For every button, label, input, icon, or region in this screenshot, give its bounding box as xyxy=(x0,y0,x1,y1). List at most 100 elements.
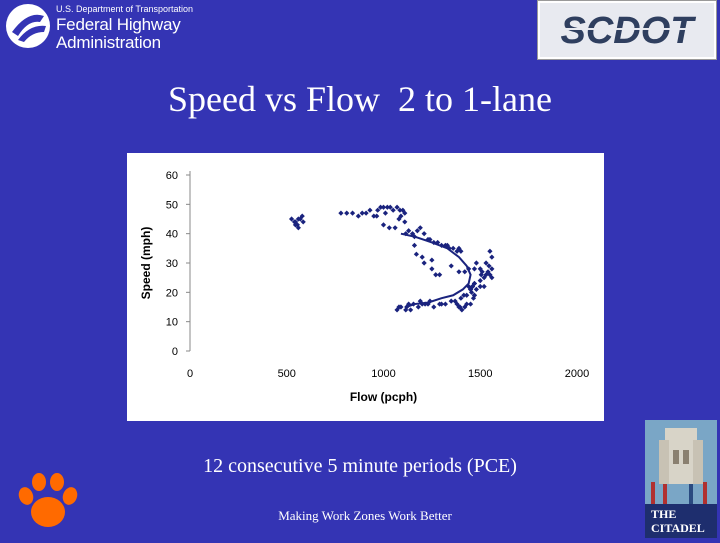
data-point xyxy=(481,283,487,290)
data-point xyxy=(454,248,460,254)
x-tick-label: 500 xyxy=(278,368,296,380)
data-point xyxy=(446,245,452,251)
data-point xyxy=(433,272,439,278)
data-point xyxy=(406,228,412,234)
data-point xyxy=(375,207,381,213)
svg-text:THE: THE xyxy=(651,507,676,521)
data-point xyxy=(442,301,449,307)
data-point xyxy=(396,216,402,222)
y-tick-label: 20 xyxy=(166,287,178,299)
data-point xyxy=(452,298,458,304)
data-point xyxy=(400,207,406,213)
data-point xyxy=(419,254,425,260)
data-point xyxy=(382,210,389,216)
y-tick-label: 50 xyxy=(166,199,178,211)
data-point xyxy=(338,210,344,216)
data-point xyxy=(344,210,350,216)
data-point xyxy=(477,283,483,290)
data-point xyxy=(363,210,369,216)
slide-title: Speed vs Flow 2 to 1-lane xyxy=(168,79,552,119)
data-point xyxy=(450,245,456,251)
fhwa-department-line: U.S. Department of Transportation xyxy=(56,4,194,14)
data-point xyxy=(458,295,464,301)
data-point xyxy=(414,228,420,234)
x-axis-label: Flow (pcph) xyxy=(350,390,417,404)
scdot-logo-text: SCDOT xyxy=(561,10,697,52)
data-point xyxy=(421,231,427,237)
data-point xyxy=(448,263,454,269)
fhwa-name-line1: Federal Highway xyxy=(56,15,181,34)
x-tick-label: 1000 xyxy=(371,368,395,380)
fhwa-logo-block: U.S. Department of Transportation Federa… xyxy=(4,2,204,54)
scdot-logo-graphic: SCDOT xyxy=(540,3,714,57)
data-point xyxy=(295,225,301,231)
data-point xyxy=(402,210,408,216)
clemson-paw-icon xyxy=(18,473,78,527)
data-point xyxy=(478,272,484,278)
speed-flow-chart: 0 10 20 30 40 50 60 0 500 1000 1500 2000 Flow (pcph)… xyxy=(127,153,604,421)
chart-svg: 0 10 20 30 40 50 60 0 500 1000 1500 2000 Flow (pcph)… xyxy=(139,170,589,404)
data-point xyxy=(394,204,400,210)
x-tick-label: 2000 xyxy=(565,368,589,380)
svg-text:CITADEL: CITADEL xyxy=(651,521,705,535)
data-point xyxy=(470,295,477,301)
data-point xyxy=(392,225,398,231)
y-tick-label: 30 xyxy=(166,258,178,270)
data-point xyxy=(473,286,479,292)
data-point xyxy=(456,304,462,310)
citadel-graphic: THE CITADEL xyxy=(645,420,717,538)
y-tick-label: 10 xyxy=(166,317,178,329)
y-tick-label: 40 xyxy=(166,229,178,241)
data-point xyxy=(407,307,414,313)
data-point xyxy=(384,204,390,210)
data-point xyxy=(417,225,423,231)
data-point xyxy=(437,272,443,278)
trend-line xyxy=(400,232,472,308)
data-point xyxy=(473,260,479,266)
data-point xyxy=(431,304,437,310)
data-point xyxy=(483,260,489,266)
fhwa-shield-icon xyxy=(6,4,50,48)
data-point xyxy=(456,269,462,275)
data-point xyxy=(471,280,478,287)
data-point xyxy=(398,213,404,219)
data-point xyxy=(380,222,387,228)
y-tick-label: 0 xyxy=(172,346,178,358)
data-point xyxy=(390,207,396,213)
data-point xyxy=(429,266,435,272)
data-point xyxy=(288,216,295,222)
slide-footer: Making Work Zones Work Better xyxy=(278,508,452,523)
y-axis-label: Speed (mph) xyxy=(139,227,153,300)
data-point xyxy=(413,251,419,257)
data-point xyxy=(458,248,464,254)
data-point xyxy=(355,213,361,219)
data-point xyxy=(429,257,435,263)
data-point xyxy=(396,304,402,310)
data-point xyxy=(448,298,454,304)
fhwa-name-line2: Administration xyxy=(56,33,161,52)
data-point xyxy=(462,304,468,310)
x-tick-label: 1500 xyxy=(468,368,492,380)
data-point xyxy=(456,245,462,251)
data-point xyxy=(349,210,356,216)
data-point xyxy=(487,272,493,278)
data-point xyxy=(387,204,393,210)
data-point xyxy=(471,266,478,272)
data-point xyxy=(489,254,495,260)
data-point xyxy=(421,260,427,266)
chart-caption: 12 consecutive 5 minute periods (PCE) xyxy=(203,455,517,477)
scdot-logo: SCDOT xyxy=(537,0,717,60)
data-point xyxy=(464,292,470,298)
data-point xyxy=(402,219,408,225)
data-point xyxy=(489,266,495,272)
data-point xyxy=(386,225,392,231)
data-point xyxy=(397,207,403,213)
data-point xyxy=(374,213,380,219)
x-tick-label: 0 xyxy=(187,368,193,380)
data-point xyxy=(477,278,483,284)
data-point xyxy=(462,269,468,275)
data-point xyxy=(487,248,493,254)
citadel-logo: THE CITADEL xyxy=(645,420,717,538)
data-point xyxy=(380,204,387,210)
data-point xyxy=(415,304,421,310)
